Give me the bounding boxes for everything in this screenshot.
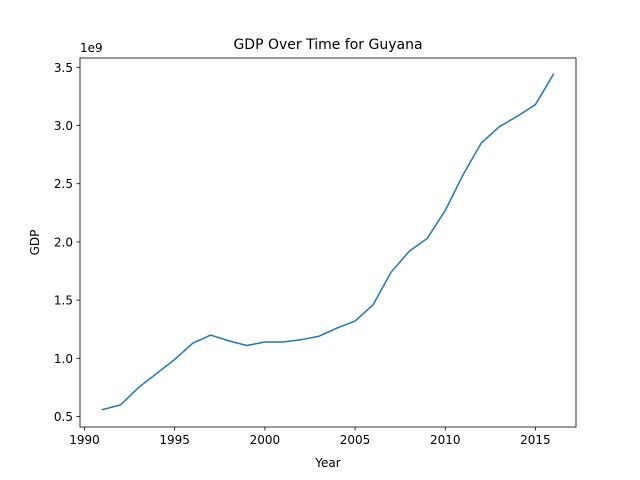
y-tick-label: 2.0 bbox=[54, 235, 73, 249]
plot-area bbox=[101, 73, 555, 411]
x-tick-label: 2005 bbox=[340, 433, 371, 447]
series-line-0 bbox=[101, 73, 555, 411]
y-axis: 0.5 1.0 1.5 2.0 2.5 3.0 3.5 bbox=[54, 61, 80, 424]
x-tick-label: 1990 bbox=[69, 433, 100, 447]
y-tick-label: 1.0 bbox=[54, 352, 73, 366]
x-axis: 1990 1995 2000 2005 2010 2015 bbox=[69, 427, 551, 447]
y-tick-label: 2.5 bbox=[54, 177, 73, 191]
x-axis-label: Year bbox=[314, 456, 340, 470]
x-tick-label: 1995 bbox=[159, 433, 190, 447]
chart-title: GDP Over Time for Guyana bbox=[233, 37, 422, 53]
y-tick-label: 3.5 bbox=[54, 61, 73, 75]
y-offset-label: 1e9 bbox=[80, 41, 103, 55]
axes-frame bbox=[79, 57, 577, 428]
y-tick-label: 1.5 bbox=[54, 294, 73, 308]
x-tick-label: 2000 bbox=[250, 433, 281, 447]
y-axis-label: GDP bbox=[28, 230, 42, 256]
y-tick-label: 3.0 bbox=[54, 119, 73, 133]
x-tick-label: 2010 bbox=[430, 433, 461, 447]
y-tick-label: 0.5 bbox=[54, 410, 73, 424]
x-tick-label: 2015 bbox=[520, 433, 551, 447]
